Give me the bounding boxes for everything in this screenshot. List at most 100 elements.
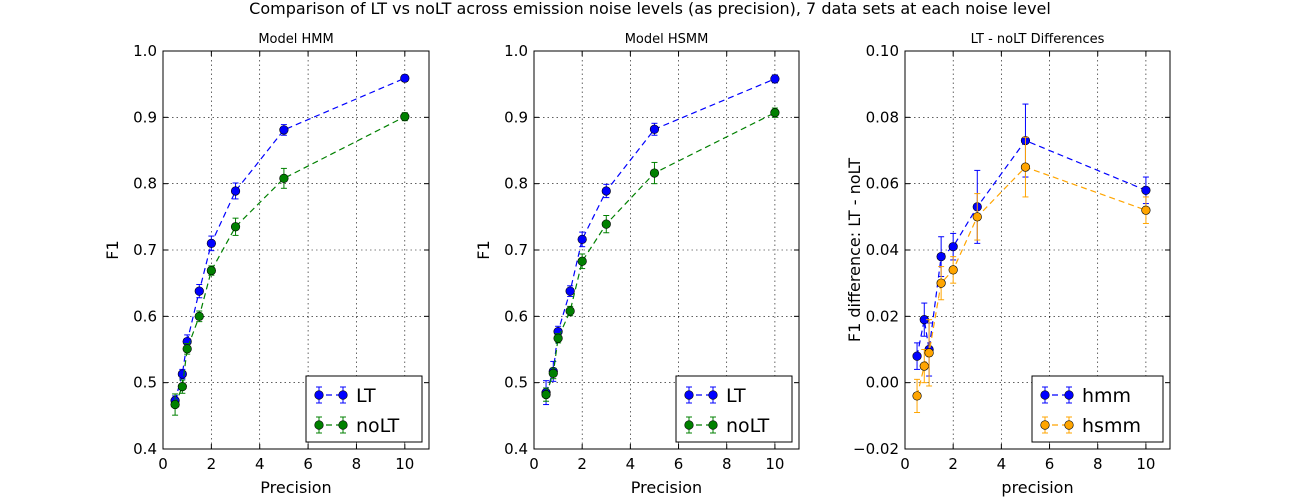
legend-marker-hsmm [1040, 420, 1050, 430]
data-point-noLT [182, 344, 192, 354]
axes-frame [904, 50, 1171, 450]
legend-marker-hsmm [1064, 420, 1074, 430]
data-point-LT [770, 74, 780, 84]
y-tick-label: 0.5 [504, 374, 528, 392]
legend: LT noLT [675, 375, 793, 443]
series-line-hmm [916, 139, 1147, 357]
y-tick-label: 0.00 [866, 374, 899, 392]
panel-3: 0 2 4 6 8 10 −0.02 0.00 0.02 0.04 0.06 0.08 0.10 LT -… [845, 32, 1171, 497]
legend-marker-noLT [338, 420, 348, 430]
legend-marker-LT [708, 390, 718, 400]
legend-marker-hmm [1040, 390, 1050, 400]
x-tick-label: 0 [900, 455, 910, 473]
x-axis-label: Precision [260, 478, 331, 497]
y-tick-label: −0.02 [853, 440, 899, 458]
series-line-LT [545, 78, 776, 393]
y-tick-label: 0.4 [504, 440, 528, 458]
x-tick-label: 8 [352, 455, 362, 473]
y-tick-label: 0.08 [866, 108, 899, 126]
series-noLT [541, 107, 780, 402]
x-tick-label: 10 [765, 455, 784, 473]
data-point-noLT [206, 265, 216, 276]
y-tick-label: 0.02 [866, 307, 899, 325]
data-point-hsmm [948, 265, 958, 275]
legend-box [305, 375, 423, 443]
y-tick-label: 0.8 [133, 175, 157, 193]
legend-label-LT: LT [356, 385, 376, 407]
series-line-hsmm [916, 166, 1147, 397]
data-point-noLT [541, 390, 551, 400]
data-point-noLT [770, 108, 780, 118]
data-point-LT [649, 124, 660, 134]
data-point-hsmm [912, 391, 922, 401]
data-point-noLT [170, 399, 180, 410]
legend-marker-noLT [314, 420, 324, 430]
legend: LT noLT [305, 375, 423, 443]
y-axis-label: F1 [474, 240, 493, 259]
y-tick-label: 0.9 [504, 108, 528, 126]
legend-label-noLT: noLT [356, 415, 400, 437]
legend-label-LT: LT [726, 385, 746, 407]
y-tick-label: 0.6 [133, 307, 157, 325]
data-point-noLT [553, 333, 563, 343]
x-tick-label: 4 [626, 455, 636, 473]
legend: hmm hsmm [1031, 375, 1164, 443]
data-point-hmm [948, 242, 958, 252]
x-tick-label: 10 [395, 455, 414, 473]
legend-label-hsmm: hsmm [1082, 415, 1141, 437]
x-tick-label: 8 [722, 455, 732, 473]
data-point-LT [400, 73, 410, 83]
y-axis-label: F1 [103, 240, 122, 259]
y-tick-label: 0.10 [866, 42, 899, 60]
series-line-noLT [545, 112, 776, 395]
data-point-LT [279, 125, 289, 135]
y-tick-label: 1.0 [133, 42, 157, 60]
y-tick-label: 0.8 [504, 175, 528, 193]
data-point-hmm [1141, 185, 1151, 195]
series-noLT [170, 112, 410, 416]
data-point-noLT [565, 306, 575, 316]
legend-marker-noLT [684, 420, 694, 430]
axes-frame [162, 50, 430, 450]
y-tick-label: 1.0 [504, 42, 528, 60]
data-point-noLT [649, 168, 660, 178]
x-tick-label: 4 [997, 455, 1007, 473]
legend-marker-LT [684, 390, 694, 400]
figure-suptitle: Comparison of LT vs noLT across emission… [249, 0, 1051, 18]
data-point-LT [601, 186, 611, 196]
data-point-hsmm [924, 348, 934, 358]
x-tick-label: 0 [158, 455, 168, 473]
y-tick-label: 0.7 [504, 241, 528, 259]
legend-marker-LT [338, 390, 348, 400]
panel-title: LT - noLT Differences [971, 32, 1105, 47]
data-point-noLT [194, 311, 204, 321]
legend-box [1031, 375, 1164, 443]
data-point-noLT [577, 256, 587, 266]
legend-marker-hmm [1064, 390, 1074, 400]
y-tick-label: 0.5 [133, 374, 157, 392]
data-point-hsmm [919, 361, 929, 371]
y-axis-label: F1 difference: LT - noLT [845, 158, 864, 342]
y-tick-label: 0.9 [133, 108, 157, 126]
data-point-hmm [912, 351, 922, 361]
x-tick-label: 8 [1093, 455, 1103, 473]
x-tick-label: 0 [529, 455, 539, 473]
panel-2: 0 2 4 6 8 10 0.4 0.5 0.6 0.7 0.8 0.9 1.0 Model HSMM Pr… [474, 32, 800, 497]
series-line-LT [174, 77, 406, 401]
series-line-noLT [174, 116, 406, 405]
data-point-LT [565, 286, 575, 296]
data-point-noLT [230, 222, 241, 232]
panel-1: 0 2 4 6 8 10 0.4 0.5 0.6 0.7 0.8 0.9 1.0 Model HMM Pre… [103, 32, 430, 497]
legend-marker-noLT [708, 420, 718, 430]
y-tick-label: 0.06 [866, 175, 899, 193]
y-tick-label: 0.7 [133, 241, 157, 259]
x-tick-label: 4 [255, 455, 265, 473]
x-axis-label: Precision [631, 478, 702, 497]
x-tick-label: 6 [303, 455, 313, 473]
data-point-LT [194, 286, 204, 296]
legend-marker-LT [314, 390, 324, 400]
data-point-LT [230, 186, 241, 196]
y-tick-label: 0.4 [133, 440, 157, 458]
y-tick-label: 0.04 [866, 241, 899, 259]
